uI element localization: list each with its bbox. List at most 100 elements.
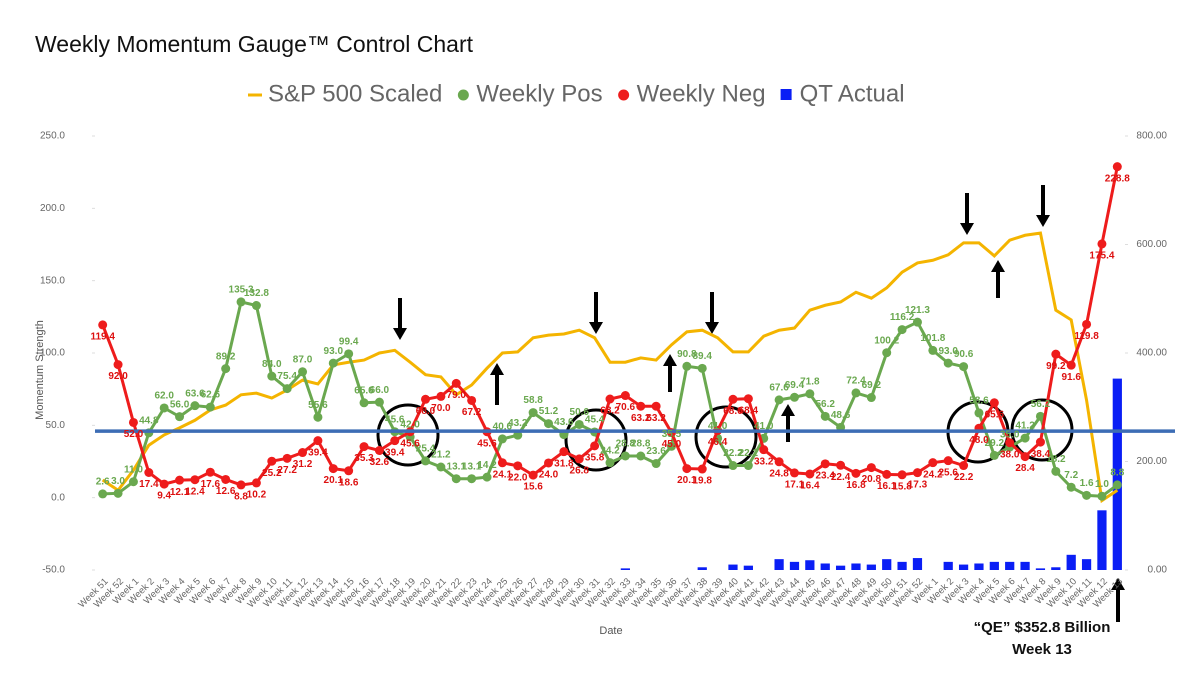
marker [267, 371, 277, 381]
data-label: 32.6 [370, 457, 390, 468]
data-label: 28.8 [616, 439, 636, 450]
legend-marker [457, 89, 469, 101]
data-label: 68.4 [739, 405, 759, 416]
marker [1097, 239, 1107, 249]
data-label: 91.6 [1061, 372, 1081, 383]
marker [897, 470, 907, 480]
annotation: “QE” $352.8 Billion [974, 619, 1111, 636]
marker [1112, 480, 1122, 490]
data-label: 48.0 [969, 435, 989, 446]
data-label: 1.6 [1080, 478, 1094, 489]
marker [298, 367, 308, 377]
data-label: 41.2 [1015, 421, 1035, 432]
data-label: 33.2 [754, 456, 774, 467]
marker [467, 474, 477, 484]
data-label: 18.2 [1046, 454, 1066, 465]
arrow-head [960, 223, 974, 235]
marker [666, 441, 676, 451]
marker [528, 470, 538, 480]
marker [943, 358, 953, 368]
marker [1051, 466, 1061, 476]
marker [497, 458, 507, 468]
data-label: 22.2 [739, 448, 759, 459]
data-label: 24.1 [493, 469, 513, 480]
data-label: 39.4 [308, 447, 328, 458]
circle [376, 403, 440, 467]
data-label: 135.3 [229, 285, 254, 296]
y-tick-label: 200.0 [40, 203, 65, 214]
marker [374, 397, 384, 407]
marker [559, 447, 569, 457]
data-label: 89.4 [693, 351, 713, 362]
data-label: 71.8 [800, 376, 820, 387]
data-label: 41.0 [708, 421, 728, 432]
marker [544, 458, 554, 468]
x-axis-label: Date [599, 625, 622, 637]
arrow-head [490, 363, 504, 375]
marker [620, 391, 630, 401]
marker [513, 430, 523, 440]
marker [928, 345, 938, 355]
data-label: 99.4 [339, 337, 359, 348]
marker [221, 364, 231, 374]
marker [359, 442, 369, 452]
data-label: 20.8 [862, 474, 882, 485]
marker [882, 469, 892, 479]
data-label: 67.2 [462, 407, 482, 418]
data-label: 14.2 [477, 460, 497, 471]
data-label: 101.8 [920, 333, 945, 344]
marker [682, 464, 692, 474]
data-label: 19.8 [693, 476, 713, 487]
marker [374, 446, 384, 456]
marker [882, 348, 892, 358]
marker [221, 474, 231, 484]
marker [436, 462, 446, 472]
arrow-head [705, 322, 719, 334]
legend-label: Weekly Pos [476, 80, 602, 107]
data-label: 8.8 [234, 492, 248, 503]
marker [820, 411, 830, 421]
data-label: 46.4 [708, 437, 728, 448]
y2-tick-label: 800.00 [1136, 131, 1167, 142]
marker [313, 436, 323, 446]
data-label: 45.6 [400, 438, 420, 449]
data-label: 12.6 [216, 486, 236, 497]
bar [620, 568, 630, 570]
data-label: 39.4 [385, 447, 405, 458]
marker [205, 467, 215, 477]
data-label: 18.6 [339, 477, 359, 488]
data-label: 27.2 [277, 465, 297, 476]
legend-label: Weekly Neg [637, 80, 766, 107]
data-label: 22.2 [723, 448, 743, 459]
bar [974, 563, 984, 570]
data-label: 23.4 [815, 470, 835, 481]
data-label: 25.4 [416, 444, 436, 455]
bar [943, 561, 953, 570]
data-label: 21.2 [431, 450, 451, 461]
data-label: 75.4 [277, 371, 297, 382]
data-label: 119.4 [90, 332, 115, 343]
data-label: 55.6 [308, 400, 328, 411]
marker [421, 456, 431, 466]
data-label: 65.6 [354, 385, 374, 396]
marker [1082, 490, 1092, 500]
marker [1066, 482, 1076, 492]
y-tick-label: 250.0 [40, 131, 65, 142]
data-label: 119.8 [1074, 331, 1099, 342]
circle [694, 405, 758, 469]
data-label: 41.0 [754, 421, 774, 432]
data-label: 16.8 [846, 480, 866, 491]
bar [989, 561, 999, 570]
marker [236, 480, 246, 490]
data-label: 24.2 [600, 445, 620, 456]
data-label: 92.0 [108, 371, 128, 382]
data-label: 35.5 [662, 429, 682, 440]
marker [651, 401, 661, 411]
bar [866, 564, 876, 570]
data-label: 65.6 [985, 409, 1005, 420]
marker [1035, 437, 1045, 447]
data-label: 22.2 [954, 472, 974, 483]
data-label: 68.0 [723, 406, 743, 417]
marker [190, 401, 200, 411]
bar [1081, 559, 1092, 570]
